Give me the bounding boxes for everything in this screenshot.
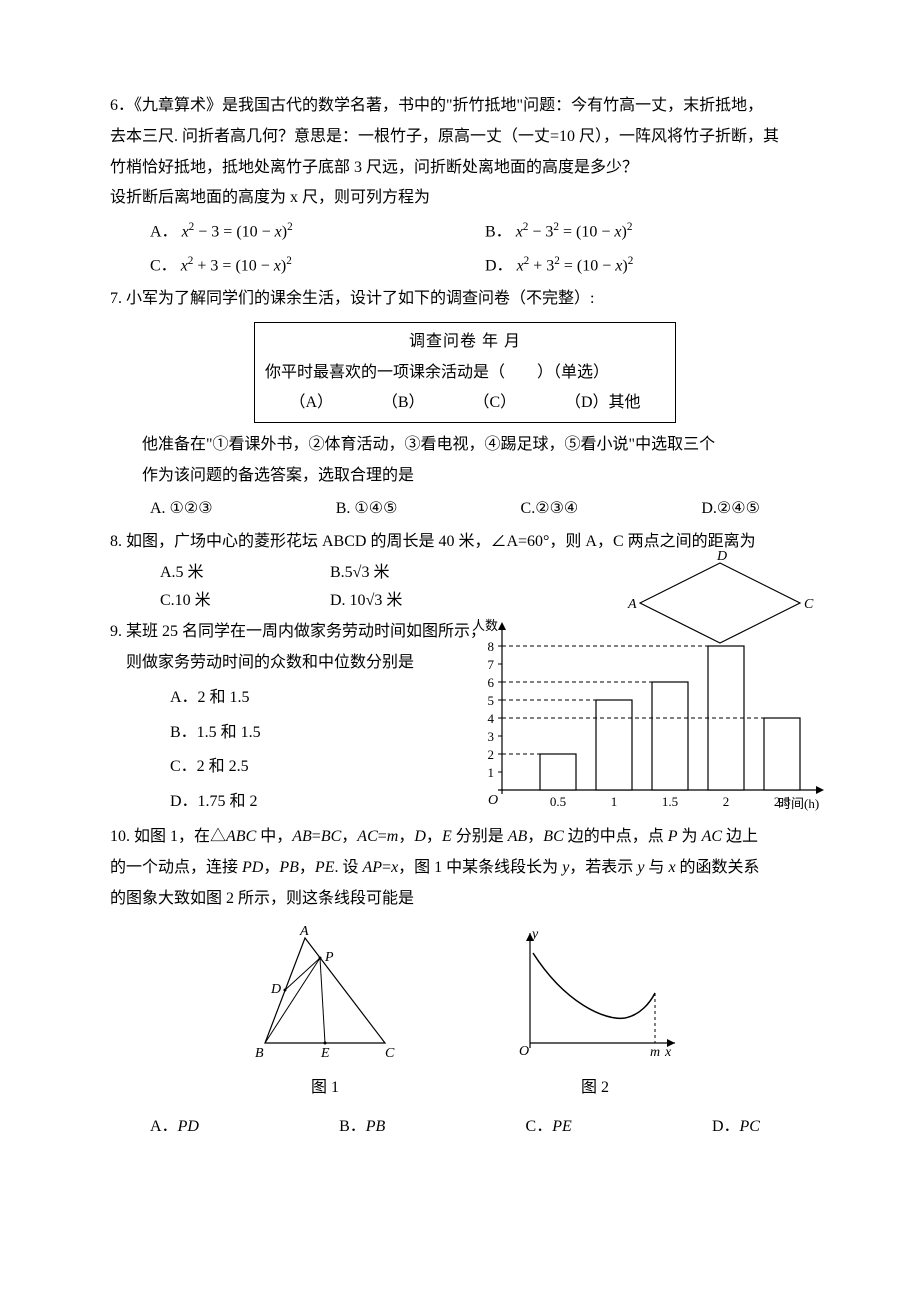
survey-line2: 你平时最喜欢的一项课余活动是（ ）（单选）	[265, 358, 665, 388]
q6-options-row2: C． x2 + 3 = (10 − x)2 D． x2 + 32 = (10 −…	[150, 251, 820, 281]
survey-opt: （D）其他	[565, 388, 641, 418]
question-10: 10. 如图 1，在△ABC 中，AB=BC，AC=m，D，E 分别是 AB，B…	[110, 823, 820, 1142]
q10-options: A．PD B．PB C．PE D．PC	[150, 1113, 820, 1142]
q6-opt-d: D． x2 + 32 = (10 − x)2	[485, 251, 820, 281]
svg-text:E: E	[320, 1046, 330, 1061]
svg-text:x: x	[664, 1045, 672, 1060]
q8-opt-b: B.5√3 米	[330, 559, 389, 588]
survey-opts: （A） （B） （C） （D）其他	[265, 388, 665, 418]
q7-after2: 作为该问题的备选答案，选取合理的是	[142, 462, 820, 491]
q7-opt-c: C.②③④	[521, 495, 579, 524]
svg-text:2: 2	[488, 747, 495, 762]
q6-opt-b: B． x2 − 32 = (10 − x)2	[485, 217, 820, 247]
q10-opt-d: D．PC	[712, 1113, 760, 1142]
q8-opt-d: D. 10√3 米	[330, 587, 402, 616]
q6-line: 设折断后离地面的高度为 x 尺，则可列方程为	[110, 184, 820, 213]
svg-text:2: 2	[723, 794, 730, 809]
svg-text:A: A	[299, 924, 309, 939]
svg-text:y: y	[530, 927, 539, 942]
question-7: 7. 小军为了解同学们的课余生活，设计了如下的调查问卷（不完整）: 调查问卷 年…	[110, 285, 820, 523]
svg-text:6: 6	[488, 675, 495, 690]
svg-text:m: m	[650, 1045, 660, 1060]
q8-opt-c: C.10 米	[160, 587, 330, 616]
q6-options-row1: A． x2 − 3 = (10 − x)2 B． x2 − 32 = (10 −…	[150, 217, 820, 247]
q6-line: 去本三尺. 问折者高几何？意思是：一根竹子，原高一丈（一丈=10 尺），一阵风将…	[110, 123, 820, 152]
triangle-figure: A P D B E C	[245, 923, 405, 1063]
question-8: 8. 如图，广场中心的菱形花坛 ABCD 的周长是 40 米，∠A=60°，则 …	[110, 528, 820, 616]
q7-options: A. ①②③ B. ①④⑤ C.②③④ D.②④⑤	[150, 495, 820, 524]
q7-opt-a: A. ①②③	[150, 495, 213, 524]
q6-opt-c: C． x2 + 3 = (10 − x)2	[150, 251, 485, 281]
q7-after1: 他准备在"①看课外书，②体育活动，③看电视，④踢足球，⑤看小说"中选取三个	[110, 431, 820, 460]
svg-text:7: 7	[488, 657, 495, 672]
svg-text:人数: 人数	[472, 618, 498, 633]
svg-text:1: 1	[611, 794, 618, 809]
svg-text:O: O	[488, 793, 498, 808]
question-6: 6．《九章算术》是我国古代的数学名著，书中的"折竹抵地"问题：今有竹高一丈，末折…	[110, 92, 820, 281]
q6-line: 竹梢恰好抵地，抵地处离竹子底部 3 尺远，问折断处离地面的高度是多少？	[110, 154, 820, 183]
survey-opt: （C）	[473, 388, 516, 418]
svg-text:1: 1	[488, 765, 495, 780]
survey-box: 调查问卷 年 月 你平时最喜欢的一项课余活动是（ ）（单选） （A） （B） （…	[254, 322, 676, 423]
bar-chart: 12345678人数时间(h)O0.511.522.5	[460, 610, 830, 820]
q10-cap2: 图 2	[505, 1074, 685, 1103]
svg-text:3: 3	[488, 729, 495, 744]
q7-opt-b: B. ①④⑤	[336, 495, 398, 524]
q10-opt-b: B．PB	[339, 1113, 385, 1142]
svg-text:P: P	[324, 950, 334, 965]
svg-text:2.5: 2.5	[774, 794, 790, 809]
q10-line: 的一个动点，连接 PD，PB，PE. 设 AP=x，图 1 中某条线段长为 y，…	[110, 854, 820, 883]
q7-opt-d: D.②④⑤	[701, 495, 760, 524]
label-d: D	[716, 549, 727, 564]
svg-text:4: 4	[488, 711, 495, 726]
svg-text:1.5: 1.5	[662, 794, 678, 809]
q10-figures: A P D B E C 图 1 y O m x 图 2	[110, 923, 820, 1103]
q10-opt-a: A．PD	[150, 1113, 199, 1142]
svg-text:8: 8	[488, 639, 495, 654]
q6-opt-a: A． x2 − 3 = (10 − x)2	[150, 217, 485, 247]
svg-text:0.5: 0.5	[550, 794, 566, 809]
svg-text:C: C	[385, 1046, 395, 1061]
q6-line: 6．《九章算术》是我国古代的数学名著，书中的"折竹抵地"问题：今有竹高一丈，末折…	[110, 92, 820, 121]
q10-opt-c: C．PE	[526, 1113, 572, 1142]
q10-fig2-wrap: y O m x 图 2	[505, 923, 685, 1103]
svg-text:5: 5	[488, 693, 495, 708]
q10-fig1-wrap: A P D B E C 图 1	[245, 923, 405, 1103]
survey-title: 调查问卷 年 月	[265, 327, 665, 357]
q10-cap1: 图 1	[245, 1074, 405, 1103]
graph-figure: y O m x	[505, 923, 685, 1063]
survey-opt: （A）	[289, 388, 333, 418]
q8-opt-a: A.5 米	[160, 559, 330, 588]
q10-line: 的图象大致如图 2 所示，则这条线段可能是	[110, 885, 820, 914]
survey-opt: （B）	[382, 388, 425, 418]
svg-text:B: B	[255, 1046, 264, 1061]
question-9: 9. 某班 25 名同学在一周内做家务劳动时间如图所示， 则做家务劳动时间的众数…	[110, 618, 820, 817]
svg-text:O: O	[519, 1044, 529, 1059]
q7-stem: 7. 小军为了解同学们的课余生活，设计了如下的调查问卷（不完整）:	[110, 285, 820, 314]
svg-text:D: D	[270, 982, 281, 997]
q10-line: 10. 如图 1，在△ABC 中，AB=BC，AC=m，D，E 分别是 AB，B…	[110, 823, 820, 852]
